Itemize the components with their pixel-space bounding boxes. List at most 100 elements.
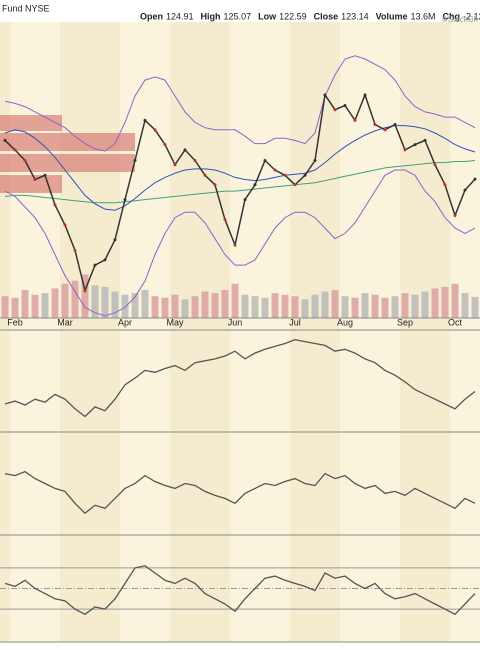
volume-bar — [131, 293, 139, 318]
volume-bar — [391, 296, 399, 318]
volume-bar — [41, 293, 49, 318]
price-point — [13, 148, 17, 152]
volume-bar — [401, 293, 409, 318]
price-point — [373, 123, 377, 127]
volume-bar — [71, 280, 79, 318]
x-tick-label: Sep — [397, 317, 413, 327]
price-point — [63, 223, 67, 227]
quote-label: Volume — [376, 11, 408, 21]
quote-value: 13.6M — [411, 11, 436, 21]
quote-label: Open — [140, 11, 163, 21]
price-point — [313, 158, 317, 162]
volume-bar — [351, 297, 359, 318]
price-point — [273, 168, 277, 172]
price-point — [363, 93, 367, 97]
plot: Feb Mar Apr May Jun Jul Aug Sep Oct — [0, 55, 480, 616]
price-point — [403, 148, 407, 152]
volume-bar — [261, 297, 269, 318]
indicator-line — [4, 169, 476, 317]
indicator-line — [4, 125, 476, 211]
price-point — [393, 123, 397, 127]
volume-bar — [461, 293, 469, 318]
price-point — [163, 143, 167, 147]
price-point — [133, 158, 137, 162]
quote-value: -2.12 (-1 — [463, 11, 480, 21]
volume-bar — [281, 294, 289, 318]
price-point — [233, 243, 237, 247]
quote-value: 124.91 — [166, 11, 194, 21]
price-point — [253, 183, 257, 187]
price-point — [113, 238, 117, 242]
indicator-line — [4, 565, 476, 616]
price-line — [4, 92, 476, 293]
price-point — [423, 138, 427, 142]
price-point — [43, 173, 47, 177]
volume-bar — [361, 293, 369, 318]
price-point — [353, 118, 357, 122]
volume-bar — [141, 290, 149, 318]
quote-value: 123.14 — [341, 11, 369, 21]
quote-label: Close — [314, 11, 339, 21]
volume-bar — [181, 299, 189, 318]
month-band — [0, 22, 10, 642]
volume-bar — [321, 291, 329, 318]
price-point — [263, 158, 267, 162]
price-point — [103, 258, 107, 262]
quote-label: Chg — [443, 11, 461, 21]
indicator-line — [4, 160, 476, 204]
volume-bar — [1, 296, 9, 318]
price-point — [293, 183, 297, 187]
volume-bar — [51, 288, 59, 318]
volume-bar — [191, 296, 199, 318]
chart-title: Fund NYSE — [2, 3, 50, 13]
price-point — [83, 289, 87, 293]
price-point — [53, 203, 57, 207]
x-tick-label: Oct — [448, 317, 463, 327]
volume-bar — [111, 291, 119, 318]
volume-bar — [381, 297, 389, 318]
volume-bar — [21, 290, 29, 318]
month-bands — [0, 22, 480, 642]
price-point — [343, 104, 347, 108]
volume-bar — [471, 296, 479, 318]
volume-bar — [121, 294, 129, 318]
quote: Open 124.91 High 125.07 Low 122.59 Close 123.14… — [140, 11, 480, 21]
volume-bar — [151, 296, 159, 318]
volume-bar — [311, 294, 319, 318]
indicator-line — [4, 470, 476, 515]
price-point — [223, 218, 227, 222]
price-point — [383, 128, 387, 132]
x-tick-label: Aug — [337, 317, 353, 327]
price-point — [33, 178, 37, 182]
price-point — [153, 128, 157, 132]
price-point — [453, 213, 457, 217]
price-point — [213, 183, 217, 187]
volume-bar — [171, 294, 179, 318]
zone — [0, 154, 135, 172]
price-point — [3, 138, 7, 142]
price-point — [323, 93, 327, 97]
price-point — [443, 183, 447, 187]
volume-bar — [371, 294, 379, 318]
indicator-line — [4, 55, 476, 152]
volume-bar — [11, 297, 19, 318]
volume-bar — [441, 286, 449, 318]
zone — [0, 133, 135, 151]
month-band — [60, 22, 120, 642]
volume-bar — [431, 288, 439, 318]
zone — [0, 175, 62, 193]
volume-bar — [161, 297, 169, 318]
volume-bar — [271, 293, 279, 318]
volume-bar — [241, 294, 249, 318]
volume-bar — [291, 296, 299, 318]
month-band — [450, 22, 480, 642]
quote-value: 122.59 — [279, 11, 307, 21]
x-tick-label: Apr — [118, 317, 132, 327]
volume-bar — [331, 290, 339, 318]
price-point — [303, 173, 307, 177]
price-point — [203, 173, 207, 177]
volume-bar — [231, 283, 239, 318]
volume-bar — [301, 299, 309, 318]
price-point — [93, 263, 97, 267]
